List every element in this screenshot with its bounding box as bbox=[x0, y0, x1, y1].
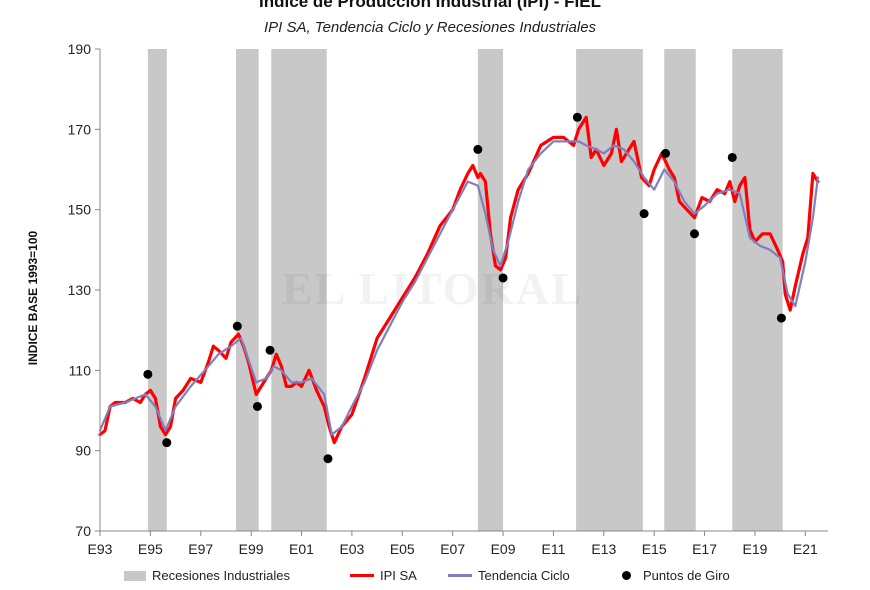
y-tick-label: 110 bbox=[69, 362, 92, 378]
turning-point bbox=[639, 209, 649, 219]
turning-point bbox=[143, 369, 153, 379]
turning-point bbox=[323, 454, 333, 464]
series-lines bbox=[98, 115, 820, 445]
watermark-text: EL LITORAL bbox=[282, 263, 584, 314]
legend-label: Tendencia Ciclo bbox=[478, 568, 570, 583]
x-tick-label: E93 bbox=[88, 541, 113, 557]
turning-points bbox=[143, 112, 786, 464]
x-tick-label: E03 bbox=[339, 541, 364, 557]
turning-point bbox=[265, 345, 275, 355]
x-tick-label: E95 bbox=[138, 541, 163, 557]
turning-point bbox=[689, 229, 699, 239]
turning-point bbox=[727, 152, 737, 162]
x-tick-label: E97 bbox=[188, 541, 213, 557]
legend-label: IPI SA bbox=[380, 568, 417, 583]
trend-cycle-line bbox=[98, 140, 820, 436]
recession-band bbox=[271, 49, 327, 531]
turning-point-dot-icon bbox=[622, 571, 631, 580]
y-tick-label: 150 bbox=[68, 202, 92, 218]
x-tick-label: E19 bbox=[742, 541, 767, 557]
trend-line-icon bbox=[448, 574, 472, 577]
x-tick-label: E11 bbox=[541, 541, 565, 557]
turning-point bbox=[252, 401, 262, 411]
x-tick-label: E09 bbox=[491, 541, 516, 557]
turning-point bbox=[232, 321, 242, 331]
y-tick-label: 190 bbox=[68, 41, 92, 57]
legend: Recesiones Industriales IPI SA Tendencia… bbox=[118, 568, 798, 590]
recession-bands bbox=[147, 49, 783, 531]
y-tick-label: 130 bbox=[68, 282, 92, 298]
chart-subtitle: IPI SA, Tendencia Ciclo y Recesiones Ind… bbox=[263, 19, 597, 36]
x-tick-label: E99 bbox=[239, 541, 264, 557]
ipi-line-icon bbox=[350, 574, 374, 577]
x-tick-label: E17 bbox=[692, 541, 717, 557]
turning-point bbox=[473, 144, 483, 154]
legend-label: Recesiones Industriales bbox=[152, 568, 291, 583]
y-axis-label: INDICE BASE 1993=100 bbox=[26, 230, 40, 365]
turning-point bbox=[162, 438, 172, 448]
legend-item-points: Puntos de Giro bbox=[616, 568, 730, 583]
x-tick-label: E13 bbox=[591, 541, 616, 557]
recession-swatch-icon bbox=[124, 570, 146, 581]
recession-band bbox=[477, 49, 504, 531]
y-tick-label: 70 bbox=[75, 523, 91, 539]
turning-point bbox=[776, 313, 786, 323]
recession-band bbox=[664, 49, 696, 531]
chart-title: Indice de Producción Industrial (IPI) - … bbox=[259, 0, 601, 11]
legend-item-recessions: Recesiones Industriales bbox=[124, 568, 290, 583]
legend-item-trend: Tendencia Ciclo bbox=[448, 568, 570, 583]
x-tick-label: E21 bbox=[793, 541, 818, 557]
recession-band bbox=[147, 49, 167, 531]
y-tick-label: 90 bbox=[75, 443, 91, 459]
x-tick-label: E15 bbox=[642, 541, 667, 557]
recession-band bbox=[732, 49, 783, 531]
turning-point bbox=[572, 112, 582, 122]
x-tick-label: E01 bbox=[289, 541, 314, 557]
x-tick-label: E07 bbox=[440, 541, 465, 557]
recession-band bbox=[236, 49, 259, 531]
turning-point bbox=[661, 148, 671, 158]
turning-point bbox=[498, 273, 508, 283]
legend-item-ipi: IPI SA bbox=[350, 568, 417, 583]
x-tick-label: E05 bbox=[390, 541, 415, 557]
legend-label: Puntos de Giro bbox=[643, 568, 730, 583]
axes: 70 90 110 130 150 170 190 E93 E95 E97 E99 E01 E03 E05… bbox=[68, 41, 828, 557]
y-tick-label: 170 bbox=[68, 121, 92, 137]
